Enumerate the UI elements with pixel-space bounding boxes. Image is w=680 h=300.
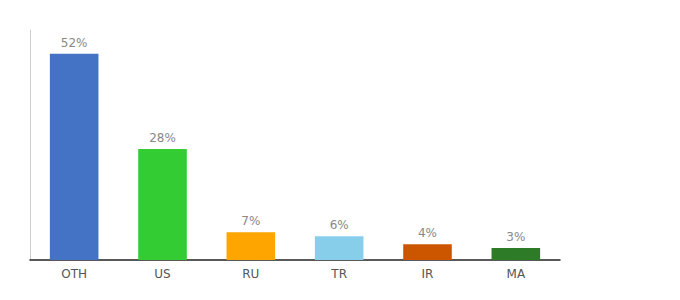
svg-text:IR: IR xyxy=(422,267,434,281)
svg-text:4%: 4% xyxy=(418,226,437,240)
svg-text:TR: TR xyxy=(330,267,347,281)
svg-text:RU: RU xyxy=(242,267,259,281)
svg-text:3%: 3% xyxy=(506,230,525,244)
svg-text:52%: 52% xyxy=(61,36,88,50)
svg-text:6%: 6% xyxy=(330,218,349,232)
svg-text:US: US xyxy=(154,267,170,281)
svg-text:7%: 7% xyxy=(241,214,260,228)
svg-text:OTH: OTH xyxy=(61,267,87,281)
svg-text:MA: MA xyxy=(507,267,526,281)
svg-text:28%: 28% xyxy=(149,131,176,145)
